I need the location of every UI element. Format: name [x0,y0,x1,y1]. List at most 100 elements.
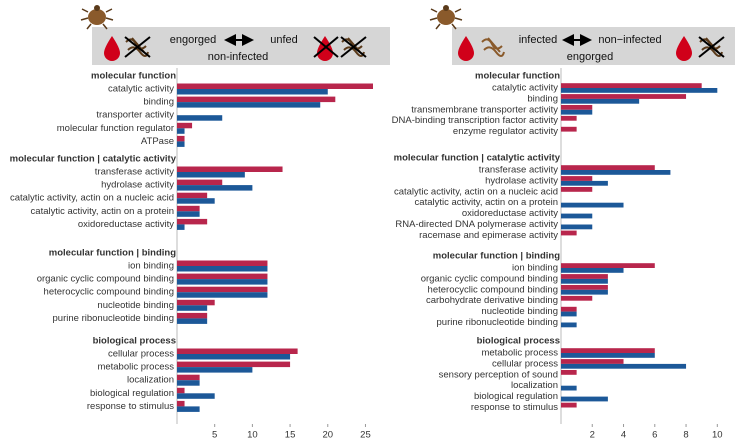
category-label: purine ribonucleotide binding [53,313,174,324]
x-tick-label: 6 [652,430,657,441]
category-label: ion binding [512,263,558,274]
category-label: enzyme regulator activity [453,126,558,137]
bar [561,176,593,181]
bar [177,374,200,381]
category-label: binding [143,97,174,108]
header-left-label: engorged [170,34,217,46]
category-label: catalytic activity [492,83,558,94]
category-label: RNA-directed DNA polymerase activity [395,219,558,230]
bar [177,348,298,354]
x-tick-label: 15 [285,430,296,441]
category-label: transmembrane transporter activity [411,104,558,115]
bar [561,105,593,110]
category-label: nucleotide binding [481,306,558,317]
bar [177,380,200,386]
bar [561,224,593,230]
category-label: oxidoreductase activity [78,219,174,230]
category-label: heterocyclic compound binding [428,284,558,295]
x-tick-label: 5 [212,430,217,441]
bar [177,102,321,108]
bar [561,402,577,408]
bar [561,109,593,115]
category-label: biological regulation [474,391,558,402]
bar [561,359,624,364]
bar [561,170,671,175]
bar [177,318,208,324]
bar [177,305,208,311]
bar [177,128,185,134]
category-label: metabolic process [97,362,174,373]
section-title: biological process [477,336,560,347]
bar [177,400,185,407]
bar [177,96,336,103]
bar [561,285,608,290]
bar [561,278,608,284]
bar [177,135,185,142]
category-label: response to stimulus [87,401,174,412]
bar [561,213,593,219]
bar [561,306,577,312]
bar [561,385,577,391]
bar [177,224,185,230]
category-label: localization [511,380,558,391]
bar [561,98,640,104]
bar [177,141,185,147]
category-label: catalytic activity [108,84,174,95]
bar [561,295,593,301]
category-label: localization [127,375,174,386]
bar [177,192,208,199]
bar [177,286,268,293]
category-label: molecular function regulator [57,123,174,134]
section-title: molecular function [91,71,176,82]
category-label: cellular process [108,349,174,360]
category-label: biological regulation [90,388,174,399]
bar [177,406,200,412]
bar [177,266,268,272]
category-label: catalytic activity, actin on a protein [31,206,174,217]
category-label: ion binding [128,261,174,272]
x-tick-label: 20 [322,430,333,441]
bar [561,396,608,402]
category-label: nucleotide binding [97,300,174,311]
category-label: hydrolase activity [485,175,558,186]
category-label: oxidoreductase activity [462,208,558,219]
category-label: heterocyclic compound binding [44,287,174,298]
bar [561,289,608,295]
bar [177,218,208,225]
section-title: molecular function | catalytic activity [10,154,177,165]
x-tick-label: 2 [590,430,595,441]
category-label: ATPase [141,136,174,147]
category-label: sensory perception of sound [439,369,558,380]
category-label: organic cyclic compound binding [37,274,174,285]
header-right-label: non−infected [598,34,661,46]
bar [561,263,655,268]
bar [177,83,373,89]
bar [177,299,215,306]
bar [561,115,577,121]
bar [561,311,577,317]
x-tick-label: 10 [712,430,723,441]
bar [561,230,577,236]
bar [561,363,687,369]
bar [177,89,328,95]
bar [177,354,291,360]
bar [177,361,291,368]
header-right: infected non−infected engorged [429,5,735,65]
bar [177,312,208,319]
category-label: transferase activity [95,167,174,178]
bar [177,185,253,191]
bar [177,115,223,121]
bar [561,88,718,93]
bar [177,198,215,204]
bar [177,292,268,298]
category-label: binding [527,93,558,104]
bar [177,179,223,186]
bar [561,180,608,186]
section-title: molecular function | binding [433,251,560,262]
bar [177,387,185,394]
category-label: organic cyclic compound binding [421,273,558,284]
x-tick-label: 10 [247,430,258,441]
x-tick-label: 8 [683,430,688,441]
bar [177,166,283,172]
